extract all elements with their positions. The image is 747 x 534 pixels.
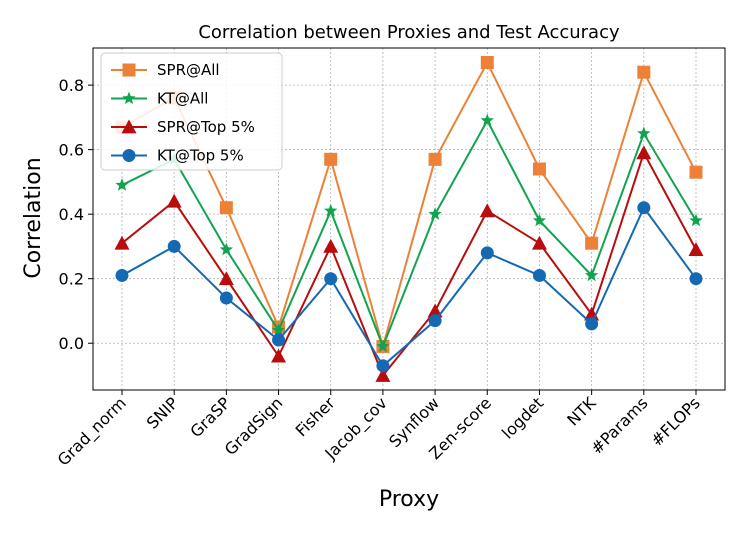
legend-item: SPR@Top 5% <box>111 118 255 136</box>
data-point <box>375 367 391 382</box>
data-point <box>376 339 390 353</box>
data-point <box>637 201 651 215</box>
series-spr-top-5 <box>114 145 704 382</box>
x-tick-label: Fisher <box>292 393 339 440</box>
data-point <box>479 203 495 218</box>
data-point <box>480 56 494 70</box>
series-kt-all <box>115 113 703 353</box>
data-point <box>636 145 652 160</box>
legend-label: SPR@Top 5% <box>157 118 255 136</box>
data-point <box>219 291 233 305</box>
y-tick-label: 0.0 <box>59 334 84 353</box>
data-point <box>428 207 442 220</box>
data-point <box>531 235 547 250</box>
x-tick-label: GraSP <box>186 393 234 441</box>
legend: SPR@All KT@All SPR@Top 5% KT@Top 5% <box>100 52 283 171</box>
y-axis-title: Correlation <box>21 157 46 278</box>
data-point <box>532 268 546 282</box>
data-point <box>218 271 234 286</box>
data-point <box>167 239 181 253</box>
y-tick-label: 0.8 <box>59 76 84 95</box>
data-point <box>427 303 443 318</box>
x-axis-title: Proxy <box>379 487 439 512</box>
data-point <box>584 268 599 282</box>
data-point <box>166 193 182 208</box>
legend-box <box>100 52 283 171</box>
y-tick-label: 0.2 <box>59 270 84 289</box>
x-tick-label: #FLOPs <box>647 393 704 450</box>
data-point <box>585 317 599 331</box>
legend-item: KT@All <box>111 90 208 108</box>
data-point <box>272 333 286 347</box>
x-tick-label: NTK <box>563 393 600 430</box>
data-point <box>532 213 547 227</box>
legend-label: SPR@All <box>157 61 220 79</box>
data-point <box>688 242 704 257</box>
data-point <box>689 165 703 179</box>
y-tick-label: 0.6 <box>59 141 84 160</box>
series-line <box>121 118 697 350</box>
x-tick-label: #Params <box>587 393 652 458</box>
x-tick-label: Grad_norm <box>54 393 131 470</box>
legend-marker <box>121 119 137 134</box>
series-kt-top-5 <box>115 201 703 373</box>
data-point <box>324 203 338 217</box>
data-point <box>114 235 130 250</box>
data-point <box>689 213 703 227</box>
legend-marker <box>122 149 136 162</box>
data-point <box>115 178 129 191</box>
data-point <box>324 272 338 286</box>
data-point <box>323 238 339 253</box>
legend-label: KT@All <box>157 90 208 108</box>
data-point <box>689 272 703 286</box>
x-tick-label: logdet <box>498 393 547 442</box>
legend-item: KT@Top 5% <box>111 147 244 165</box>
legend-marker <box>122 63 136 77</box>
data-point <box>428 314 442 328</box>
data-point <box>637 126 651 140</box>
data-point <box>585 236 599 250</box>
series-line <box>121 60 697 351</box>
y-tick-label: 0.4 <box>59 205 84 224</box>
x-tick-label: SNIP <box>143 393 182 432</box>
legend-marker <box>122 91 136 105</box>
data-point <box>271 323 286 336</box>
data-point <box>219 242 234 256</box>
data-point <box>219 201 233 215</box>
data-point <box>532 162 546 176</box>
data-point <box>271 348 287 363</box>
data-point <box>428 152 442 166</box>
legend-item: SPR@All <box>111 61 220 79</box>
data-point <box>480 246 494 260</box>
data-point <box>376 359 390 373</box>
data-point <box>637 65 651 79</box>
legend-label: KT@Top 5% <box>157 147 244 165</box>
data-point <box>480 113 494 127</box>
plot-frame <box>92 47 726 391</box>
series-line <box>121 205 697 368</box>
chart-title: Correlation between Proxies and Test Acc… <box>198 22 620 43</box>
data-point <box>115 268 129 282</box>
data-point <box>324 152 338 166</box>
